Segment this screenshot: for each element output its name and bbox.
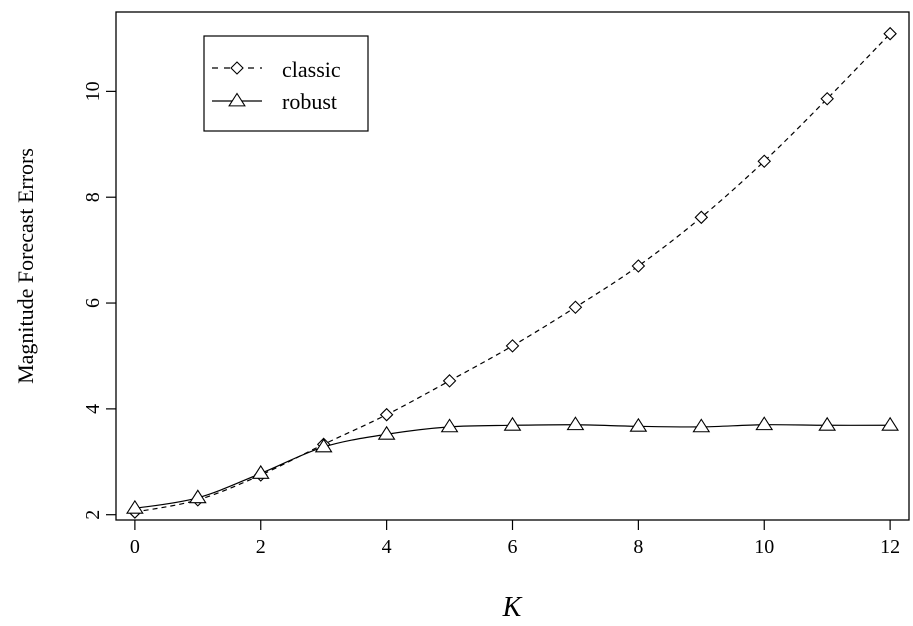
data-point-robust	[251, 464, 270, 479]
data-point-robust	[818, 416, 837, 431]
series-line-robust	[134, 424, 891, 509]
data-point-classic	[442, 374, 457, 388]
data-point-robust	[566, 416, 585, 431]
series-robust	[126, 416, 899, 514]
data-point-robust	[188, 489, 207, 504]
y-tick-label: 2	[82, 510, 104, 520]
x-tick-label: 8	[633, 536, 643, 558]
data-point-robust	[755, 416, 774, 431]
legend-marker-classic	[230, 61, 244, 75]
legend: classic robust	[203, 35, 369, 132]
x-tick-label: 2	[256, 536, 266, 558]
y-axis: 2 4 6 8 10	[82, 81, 116, 520]
data-point-classic	[820, 92, 834, 106]
data-point-robust	[629, 417, 648, 432]
legend-items	[212, 61, 262, 107]
data-point-robust	[377, 425, 396, 440]
x-tick-label: 10	[754, 536, 774, 558]
x-tick-label: 12	[880, 536, 900, 558]
y-tick-label: 6	[82, 298, 104, 308]
y-axis-title: Magnitude Forecast Errors	[13, 148, 38, 384]
x-axis: 0 2 4 6 8 10 12	[130, 520, 900, 558]
legend-box	[203, 35, 369, 132]
data-point-robust	[881, 416, 899, 431]
data-point-classic	[379, 407, 394, 422]
data-point-classic	[505, 339, 520, 353]
data-point-classic	[694, 210, 709, 225]
data-point-robust	[126, 499, 144, 514]
data-point-robust	[503, 416, 522, 431]
data-point-robust	[692, 418, 711, 433]
legend-label-classic: classic	[282, 57, 341, 82]
x-tick-label: 0	[130, 536, 140, 558]
data-point-classic	[757, 154, 772, 169]
x-tick-label: 6	[508, 536, 518, 558]
legend-label-robust: robust	[282, 89, 337, 114]
series-layer	[126, 26, 899, 519]
data-point-classic	[568, 300, 583, 315]
data-point-classic	[631, 259, 646, 273]
data-point-robust	[314, 438, 333, 453]
legend-marker-robust	[228, 92, 246, 107]
y-tick-label: 10	[82, 81, 104, 101]
data-point-classic	[883, 26, 897, 41]
data-point-robust	[440, 418, 459, 433]
x-tick-label: 4	[382, 536, 392, 558]
y-tick-label: 4	[82, 404, 104, 414]
y-tick-label: 8	[82, 192, 104, 202]
x-axis-title: K	[502, 592, 523, 623]
